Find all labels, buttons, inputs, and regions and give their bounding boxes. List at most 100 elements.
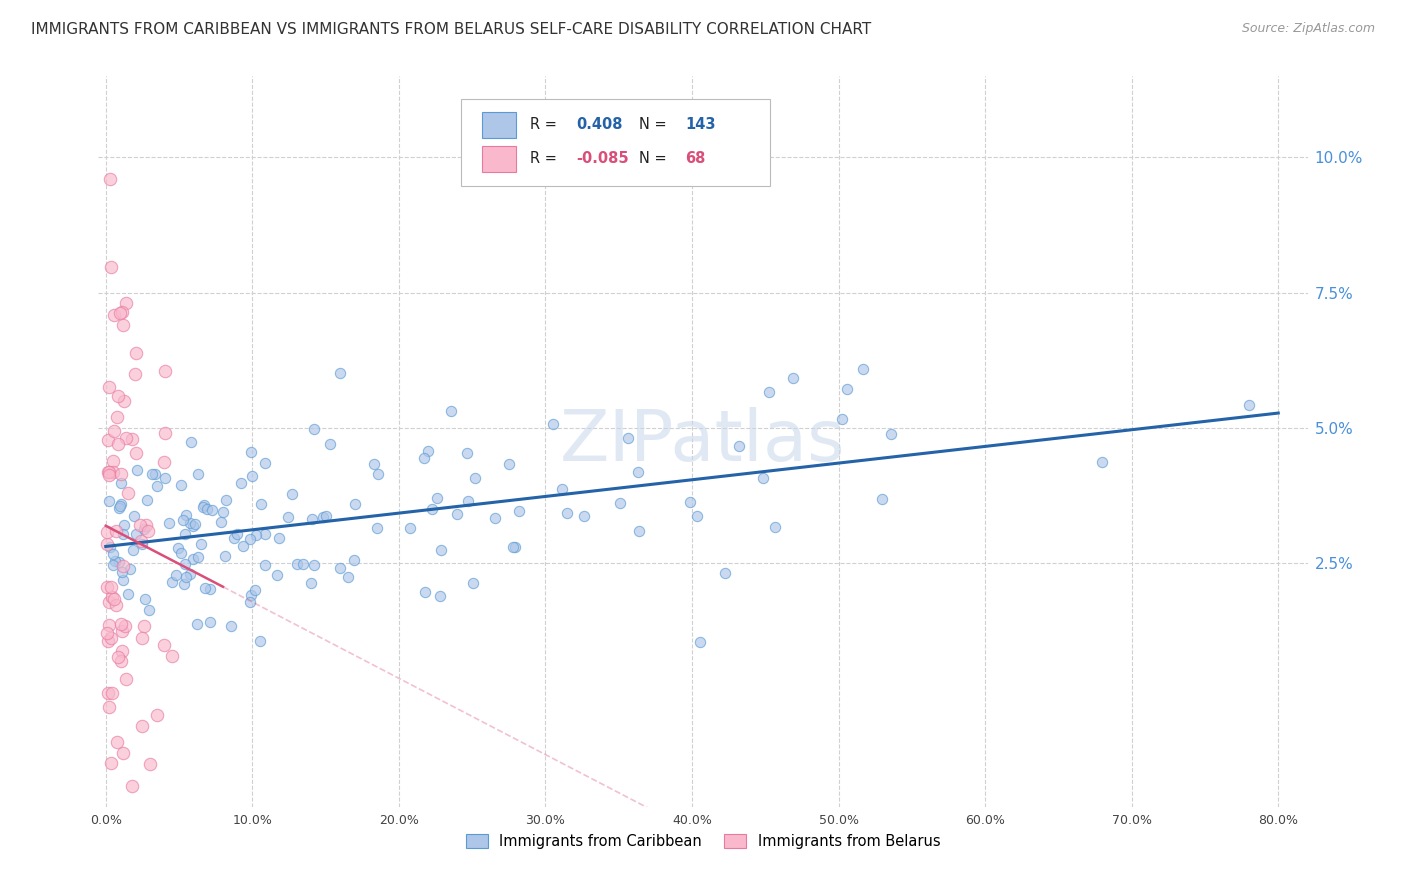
Point <box>143 467 166 481</box>
Point <box>96 580 118 594</box>
Point <box>243 582 266 597</box>
Point <box>484 511 506 525</box>
Point <box>267 532 290 546</box>
Point <box>101 547 124 561</box>
Point <box>245 528 267 542</box>
Point <box>239 588 262 602</box>
Point <box>145 479 167 493</box>
Point <box>420 502 443 516</box>
Point <box>136 524 159 539</box>
Point <box>104 524 127 539</box>
Point <box>122 542 145 557</box>
Point <box>97 494 120 508</box>
Point <box>880 426 903 441</box>
Point <box>226 526 249 541</box>
Point <box>160 648 183 663</box>
Point <box>551 482 574 496</box>
Point <box>152 454 174 468</box>
Point <box>131 631 153 645</box>
Point <box>266 568 288 582</box>
Point <box>315 509 337 524</box>
Point <box>127 463 149 477</box>
Point <box>835 382 858 396</box>
Point <box>97 380 120 394</box>
Point <box>831 412 853 426</box>
Point <box>132 522 155 536</box>
Point <box>1090 455 1112 469</box>
Point <box>173 557 195 571</box>
Point <box>167 541 190 555</box>
Point <box>291 557 314 571</box>
Point <box>179 516 201 530</box>
Point <box>413 584 436 599</box>
Point <box>198 582 221 597</box>
Point <box>117 587 139 601</box>
Point <box>111 304 134 318</box>
Point <box>572 508 595 523</box>
Text: 143: 143 <box>685 117 716 132</box>
Text: 0.408: 0.408 <box>576 117 623 132</box>
Point <box>555 506 578 520</box>
Point <box>299 576 322 591</box>
Text: -0.085: -0.085 <box>576 151 628 166</box>
Point <box>107 649 129 664</box>
Point <box>329 561 352 575</box>
Point <box>110 498 132 512</box>
Point <box>461 575 484 590</box>
Point <box>239 532 262 546</box>
Point <box>103 308 125 322</box>
Text: 68: 68 <box>685 151 706 166</box>
Point <box>155 425 177 440</box>
Point <box>301 512 323 526</box>
Point <box>609 495 631 509</box>
Point <box>181 552 204 566</box>
Point <box>112 394 135 409</box>
Point <box>118 562 141 576</box>
Point <box>103 592 125 607</box>
Point <box>111 565 134 579</box>
Point <box>112 573 135 587</box>
Point <box>758 385 780 400</box>
Point <box>114 619 136 633</box>
Point <box>141 467 163 482</box>
Point <box>312 509 335 524</box>
Point <box>429 589 451 603</box>
Point <box>97 700 120 714</box>
Point <box>97 468 120 483</box>
Point <box>101 686 124 700</box>
Point <box>131 537 153 551</box>
Point <box>212 506 235 520</box>
Point <box>193 500 215 515</box>
Point <box>170 478 193 492</box>
Point <box>508 504 530 518</box>
Point <box>190 537 212 551</box>
Point <box>100 260 122 274</box>
Text: Source: ZipAtlas.com: Source: ZipAtlas.com <box>1241 22 1375 36</box>
Point <box>131 533 153 548</box>
Point <box>367 467 389 481</box>
Point <box>100 631 122 645</box>
Point <box>181 519 204 533</box>
Point <box>329 366 352 380</box>
Point <box>153 638 176 652</box>
Point <box>112 558 135 573</box>
Point <box>464 471 486 485</box>
Point <box>187 549 209 564</box>
Point <box>124 367 146 381</box>
Point <box>98 171 121 186</box>
Point <box>628 524 651 539</box>
Point <box>103 558 125 572</box>
Point <box>110 616 132 631</box>
Point <box>125 527 148 541</box>
Point <box>363 457 385 471</box>
Point <box>115 672 138 686</box>
Point <box>101 453 124 467</box>
Point <box>122 509 145 524</box>
Point <box>112 746 135 760</box>
Point <box>107 735 129 749</box>
Point <box>135 518 157 533</box>
Point <box>121 779 143 793</box>
Point <box>727 439 749 453</box>
Point <box>249 633 271 648</box>
Point <box>763 520 786 534</box>
